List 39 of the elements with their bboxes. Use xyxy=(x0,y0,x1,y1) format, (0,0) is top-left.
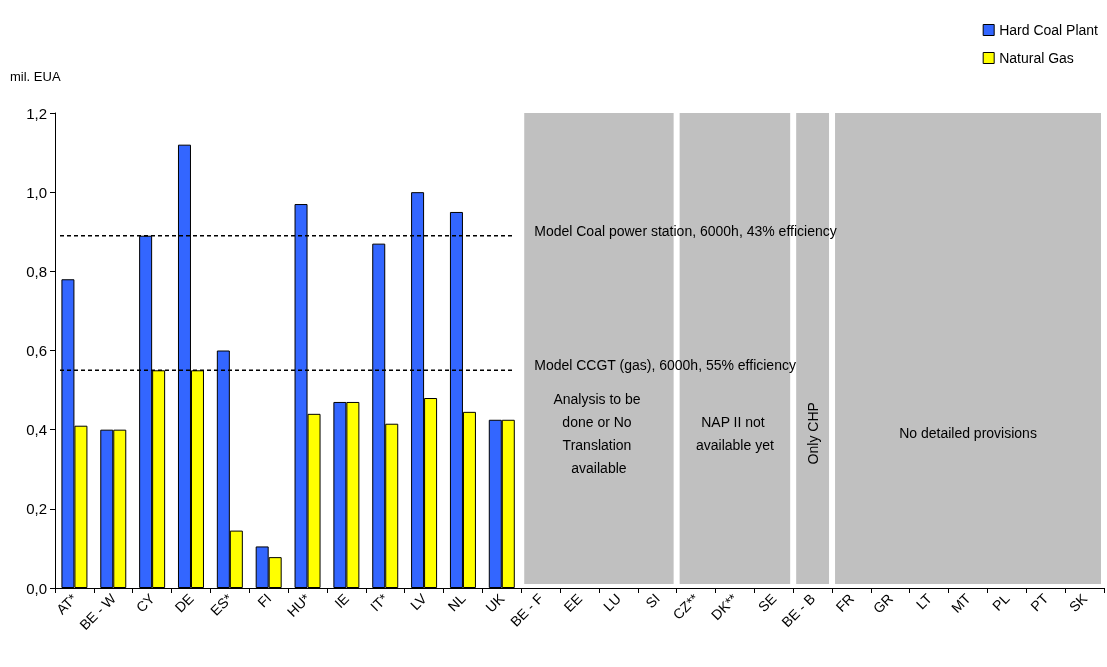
x-tick-label: SK xyxy=(1065,589,1091,615)
x-tick-label: PT xyxy=(1027,590,1052,615)
y-tick-label: 0,0 xyxy=(26,579,47,597)
x-tick-label: GR xyxy=(869,590,896,617)
band-label: No detailed provisions xyxy=(899,425,1037,442)
x-tick-label: BE - F xyxy=(506,590,547,630)
band-label: NAP II not available yet xyxy=(695,413,774,453)
band-label: Only CHP xyxy=(804,402,821,465)
y-tick-label: 0,8 xyxy=(26,262,47,280)
y-axis-title: mil. EUA xyxy=(10,69,61,84)
x-tick-label: LT xyxy=(912,590,936,613)
band-label: Analysis to be done or No Translation available xyxy=(553,390,645,476)
y-tick-label: 0,2 xyxy=(26,500,47,518)
x-tick-label: BE - B xyxy=(778,590,819,631)
x-tick-label: IE xyxy=(331,590,353,611)
x-tick-label: LV xyxy=(407,589,431,614)
y-tick-label: 1,2 xyxy=(26,104,47,122)
x-tick-label: EE xyxy=(560,590,586,615)
y-tick-label: 0,6 xyxy=(26,342,47,359)
x-tick-label: DE xyxy=(171,590,197,616)
legend-label: Natural Gas xyxy=(999,50,1074,66)
x-tick-label: HU* xyxy=(283,589,314,620)
x-tick-label: FI xyxy=(254,590,275,611)
x-tick-label: SE xyxy=(754,590,780,615)
x-tick-label: NL xyxy=(444,590,469,615)
x-tick-label: ES* xyxy=(207,589,236,619)
x-tick-label: CY xyxy=(132,589,159,616)
x-tick-label: MT xyxy=(948,590,974,616)
ref-line-label: Model Coal power station, 6000h, 43% efficiency xyxy=(534,222,837,239)
y-tick-label: 0,4 xyxy=(26,421,47,439)
legend-label: Hard Coal Plant xyxy=(999,22,1099,38)
ref-line-label: Model CCGT (gas), 6000h, 55% efficiency xyxy=(534,357,796,374)
x-tick-label: SI xyxy=(642,590,663,611)
x-tick-label: LU xyxy=(600,590,625,615)
x-tick-label: PL xyxy=(989,590,1013,614)
x-tick-label: UK xyxy=(482,589,508,616)
x-tick-label: FR xyxy=(832,590,858,615)
x-tick-label: IT* xyxy=(366,589,392,615)
y-tick-label: 1,0 xyxy=(26,183,47,201)
